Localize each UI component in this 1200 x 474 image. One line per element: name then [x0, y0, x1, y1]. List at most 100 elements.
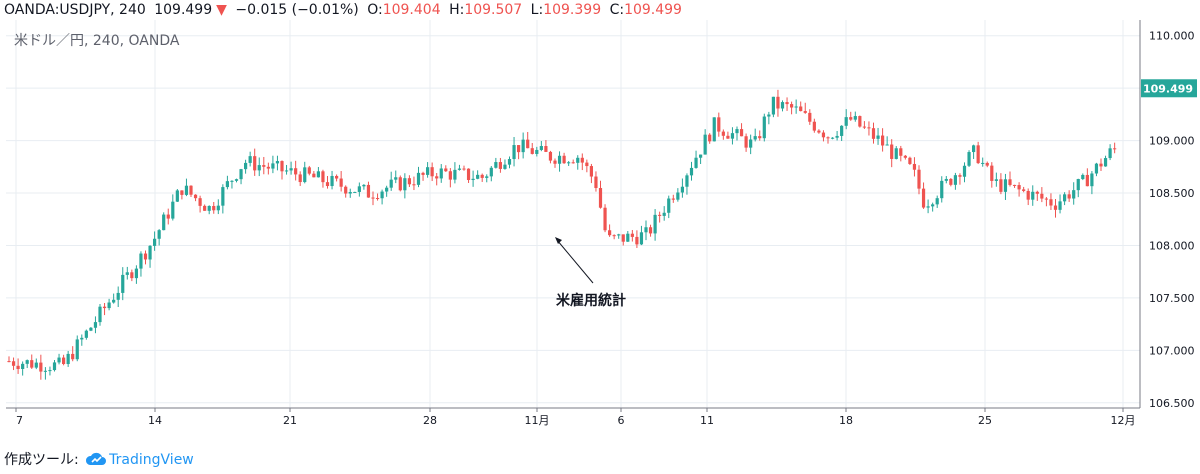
candle-body	[307, 167, 311, 174]
candle-body	[699, 154, 703, 158]
candle	[530, 143, 534, 155]
candle	[11, 357, 16, 371]
candle-body	[703, 134, 707, 155]
candle-body	[412, 184, 416, 186]
candle	[248, 151, 252, 167]
candle-body	[321, 171, 325, 183]
candle	[153, 231, 157, 251]
candle-body	[553, 160, 557, 164]
candle	[648, 224, 653, 237]
candle	[944, 176, 948, 184]
candle	[994, 172, 998, 187]
candle-body	[248, 156, 252, 163]
candle-body	[257, 165, 261, 171]
candle-body	[967, 152, 971, 166]
candle	[98, 303, 102, 326]
candle-body	[457, 168, 462, 170]
candle-body	[844, 117, 848, 126]
candle	[66, 350, 70, 367]
candle-body	[794, 106, 798, 108]
candle-body	[557, 155, 562, 164]
candle-body	[1076, 179, 1080, 191]
candle	[52, 360, 57, 372]
candle	[576, 155, 580, 170]
candle	[594, 171, 598, 192]
candle-body	[1003, 179, 1008, 192]
candle-body	[157, 230, 161, 239]
tradingview-brand-link[interactable]: TradingView	[109, 452, 194, 468]
candle	[271, 155, 275, 174]
candle	[25, 359, 29, 369]
candle	[644, 220, 648, 241]
candle	[735, 126, 739, 141]
candle-body	[407, 178, 411, 185]
candle-body	[312, 173, 316, 178]
last-price-tag	[1141, 79, 1197, 98]
candle-body	[75, 339, 79, 360]
candle	[157, 229, 161, 246]
change-arrow-icon: ▼	[216, 2, 227, 18]
candle-body	[589, 166, 593, 177]
candle-body	[562, 155, 566, 164]
candle	[890, 139, 894, 168]
candle	[548, 150, 553, 164]
candle	[867, 121, 871, 136]
candle	[876, 127, 880, 145]
candle	[526, 131, 530, 149]
candle-body	[171, 201, 175, 219]
candle-body	[357, 186, 361, 192]
candle-body	[544, 146, 548, 152]
candle	[990, 162, 994, 188]
candle-body	[476, 174, 480, 179]
candle	[1113, 142, 1117, 154]
candle	[744, 133, 748, 152]
candle	[325, 175, 330, 189]
candle	[466, 168, 471, 183]
candle	[894, 146, 898, 160]
candle-body	[339, 178, 343, 187]
candle	[407, 175, 411, 187]
close-label: C:	[609, 2, 625, 18]
candle-body	[112, 299, 116, 303]
candle	[972, 144, 976, 159]
candle-body	[316, 171, 320, 178]
candle-body	[102, 306, 107, 309]
candle-body	[639, 232, 644, 245]
x-tick-label: 11	[700, 414, 714, 427]
candle	[16, 358, 20, 374]
candle-body	[216, 205, 220, 211]
candle-body	[571, 162, 575, 164]
candle-body	[803, 111, 807, 113]
candle-body	[949, 178, 953, 185]
candle-body	[271, 163, 275, 169]
candle	[862, 121, 866, 129]
candle	[1058, 194, 1062, 214]
candle-body	[266, 166, 270, 169]
candle-body	[771, 96, 775, 115]
close-value: 109.499	[624, 2, 682, 18]
candle	[444, 165, 448, 172]
candle	[385, 185, 389, 197]
candle-body	[1049, 199, 1053, 206]
candle	[476, 170, 480, 180]
candle	[840, 125, 844, 142]
candle-body	[234, 179, 239, 181]
candle	[726, 131, 730, 139]
candle	[931, 202, 935, 212]
candle-body	[180, 190, 184, 195]
candle-body	[207, 205, 211, 211]
candle-body	[430, 167, 434, 177]
candle	[239, 168, 243, 185]
y-tick-label: 106.500	[1149, 397, 1195, 410]
candle	[612, 234, 616, 240]
candle	[935, 195, 939, 208]
candle-body	[57, 357, 61, 363]
candle-body	[80, 337, 84, 340]
candle	[180, 190, 184, 200]
candle	[694, 150, 698, 169]
candle	[34, 358, 38, 370]
candle	[985, 161, 989, 168]
candle-body	[1063, 194, 1067, 202]
candle	[1053, 198, 1058, 218]
